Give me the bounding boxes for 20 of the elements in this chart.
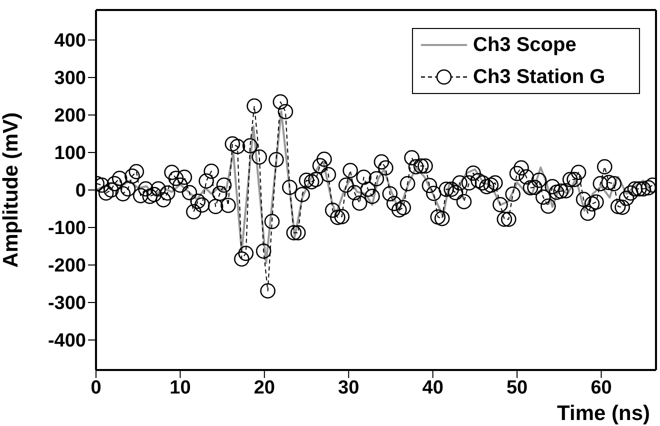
y-tick-label: -100: [48, 218, 86, 240]
y-tick-label: 0: [75, 180, 86, 202]
y-tick-label: 400: [54, 30, 86, 52]
y-tick-label: 100: [54, 143, 86, 164]
x-tick-label: 0: [90, 377, 102, 398]
y-tick-label: -400: [48, 330, 86, 352]
y-axis-title: Amplitude (mV): [0, 112, 22, 268]
x-tick-label: 10: [170, 377, 191, 398]
y-tick-label: 200: [54, 106, 86, 127]
x-tick-label: 40: [422, 377, 444, 398]
y-tick-label: 300: [54, 68, 86, 90]
x-tick-label: 30: [338, 377, 360, 398]
x-tick-label: 50: [506, 377, 528, 398]
legend-label: Ch3 Station G: [473, 66, 606, 88]
y-tick-label: -300: [48, 293, 86, 314]
y-tick-label: -200: [48, 256, 86, 277]
x-tick-label: 60: [590, 377, 612, 398]
legend-label: Ch3 Scope: [473, 34, 576, 56]
x-axis-title: Time (ns): [557, 402, 650, 425]
x-tick-label: 20: [254, 377, 275, 398]
